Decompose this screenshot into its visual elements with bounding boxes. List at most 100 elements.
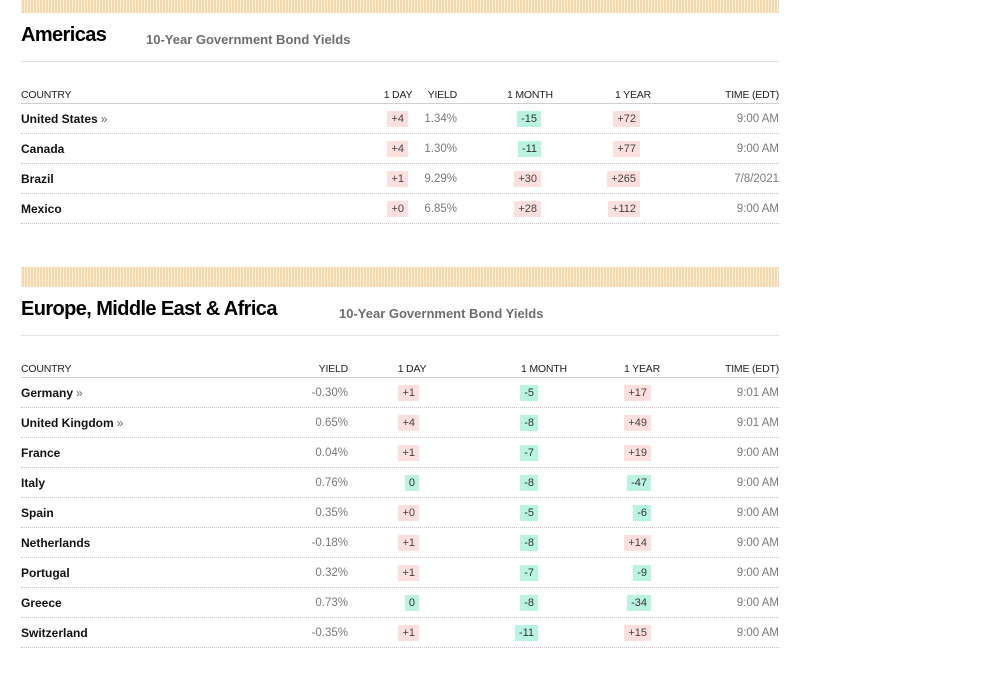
time-value: 9:00 AM	[736, 202, 779, 215]
one-month-change: -7	[520, 444, 538, 461]
section-divider-stripe	[21, 267, 779, 287]
time-value: 9:01 AM	[736, 416, 779, 429]
link-arrow-icon: »	[100, 111, 108, 126]
one-year-change: +17	[624, 384, 651, 401]
one-year-change: -34	[627, 594, 651, 611]
table-body: Germany» -0.30% +1 -5 +17 9:01 AM United Kingd…	[21, 378, 779, 648]
yield-value: 0.04%	[315, 446, 348, 459]
time-value: 7/8/2021	[734, 172, 779, 185]
yield-value: 0.35%	[315, 506, 348, 519]
column-header-yield: YIELD	[427, 89, 458, 101]
one-day-change: +0	[387, 200, 408, 217]
one-month-change: -5	[520, 384, 538, 401]
time-value: 9:00 AM	[736, 596, 779, 609]
country-name[interactable]: Germany»	[21, 385, 83, 400]
table-row: Mexico 6.85% +0 +28 +112 9:00 AM	[21, 194, 779, 224]
one-month-change: -8	[520, 594, 538, 611]
one-month-change: -11	[517, 140, 541, 157]
country-name: Switzerland	[21, 625, 88, 640]
table-body: United States» 1.34% +4 -15 +72 9:00 AM Canada…	[21, 104, 779, 224]
yield-value: 0.76%	[315, 476, 348, 489]
section-subtitle: 10-Year Government Bond Yields	[146, 32, 351, 47]
one-month-change: -8	[520, 534, 538, 551]
one-day-change: +1	[398, 444, 419, 461]
region-title: Americas	[21, 24, 107, 46]
column-header-month: 1 MONTH	[521, 363, 567, 375]
table-row: Brazil 9.29% +1 +30 +265 7/8/2021	[21, 164, 779, 194]
table-header: COUNTRY YIELD 1 DAY 1 MONTH 1 YEAR TIME (EDT)	[21, 62, 779, 104]
table-row: Canada 1.30% +4 -11 +77 9:00 AM	[21, 134, 779, 164]
time-value: 9:00 AM	[736, 446, 779, 459]
time-value: 9:00 AM	[736, 506, 779, 519]
table-row: Greece 0.73% 0 -8 -34 9:00 AM	[21, 588, 779, 618]
time-value: 9:00 AM	[736, 476, 779, 489]
country-name: Brazil	[21, 171, 54, 186]
section-header: Americas 10-Year Government Bond Yields	[21, 13, 779, 62]
column-header-time: TIME (EDT)	[725, 89, 779, 101]
country-name: Mexico	[21, 201, 62, 216]
one-month-change: -5	[520, 504, 538, 521]
one-year-change: -47	[627, 474, 651, 491]
yield-value: 6.85%	[424, 202, 457, 215]
column-header-country: COUNTRY	[21, 363, 72, 375]
time-value: 9:00 AM	[736, 626, 779, 639]
table-row: Switzerland -0.35% +1 -11 +15 9:00 AM	[21, 618, 779, 648]
one-month-change: -8	[520, 474, 538, 491]
section-header: Europe, Middle East & Africa 10-Year Gov…	[21, 287, 779, 336]
table-row: Portugal 0.32% +1 -7 -9 9:00 AM	[21, 558, 779, 588]
column-header-day: 1 DAY	[397, 363, 427, 375]
column-header-year: 1 YEAR	[624, 363, 660, 375]
column-header-yield: YIELD	[318, 363, 349, 375]
yield-value: -0.30%	[311, 386, 348, 399]
yield-value: 0.73%	[315, 596, 348, 609]
one-year-change: +265	[607, 170, 640, 187]
link-arrow-icon: »	[76, 385, 83, 400]
one-month-change: -8	[520, 414, 538, 431]
time-value: 9:00 AM	[736, 536, 779, 549]
country-name: Greece	[21, 595, 62, 610]
one-year-change: +72	[613, 110, 640, 127]
one-year-change: +49	[624, 414, 651, 431]
table-row: United Kingdom» 0.65% +4 -8 +49 9:01 AM	[21, 408, 779, 438]
yield-value: 1.34%	[424, 112, 457, 125]
table-row: Germany» -0.30% +1 -5 +17 9:01 AM	[21, 378, 779, 408]
one-month-change: +30	[514, 170, 541, 187]
country-name[interactable]: United Kingdom»	[21, 415, 124, 430]
time-value: 9:00 AM	[736, 142, 779, 155]
section-divider-stripe	[21, 0, 779, 13]
time-value: 9:01 AM	[736, 386, 779, 399]
time-value: 9:00 AM	[736, 112, 779, 125]
yield-value: 0.32%	[315, 566, 348, 579]
column-header-time: TIME (EDT)	[725, 363, 779, 375]
one-day-change: +1	[398, 534, 419, 551]
country-name: Portugal	[21, 565, 70, 580]
link-arrow-icon: »	[116, 415, 124, 430]
one-day-change: +1	[398, 624, 419, 641]
yield-value: -0.18%	[311, 536, 348, 549]
table-row: Spain 0.35% +0 -5 -6 9:00 AM	[21, 498, 779, 528]
column-header-country: COUNTRY	[21, 89, 72, 101]
one-year-change: +15	[624, 624, 651, 641]
region-title: Europe, Middle East & Africa	[21, 298, 277, 320]
americas-section: Americas 10-Year Government Bond Yields …	[21, 0, 779, 224]
one-day-change: +1	[387, 170, 408, 187]
yield-value: 1.30%	[424, 142, 457, 155]
column-header-year: 1 YEAR	[615, 89, 651, 101]
one-day-change: 0	[404, 474, 419, 491]
one-month-change: -7	[520, 564, 538, 581]
yield-value: 0.65%	[315, 416, 348, 429]
emea-section: Europe, Middle East & Africa 10-Year Gov…	[21, 267, 779, 648]
one-day-change: +0	[398, 504, 419, 521]
country-name[interactable]: United States»	[21, 111, 108, 126]
country-name: Netherlands	[21, 535, 91, 550]
one-day-change: +4	[387, 110, 408, 127]
section-subtitle: 10-Year Government Bond Yields	[339, 306, 544, 321]
table-row: United States» 1.34% +4 -15 +72 9:00 AM	[21, 104, 779, 134]
country-name: Spain	[21, 505, 54, 520]
column-header-month: 1 MONTH	[507, 89, 553, 101]
one-day-change: +4	[398, 414, 419, 431]
one-month-change: -11	[514, 624, 538, 641]
one-year-change: +77	[613, 140, 640, 157]
country-name: Italy	[21, 475, 46, 490]
yield-value: 9.29%	[424, 172, 457, 185]
